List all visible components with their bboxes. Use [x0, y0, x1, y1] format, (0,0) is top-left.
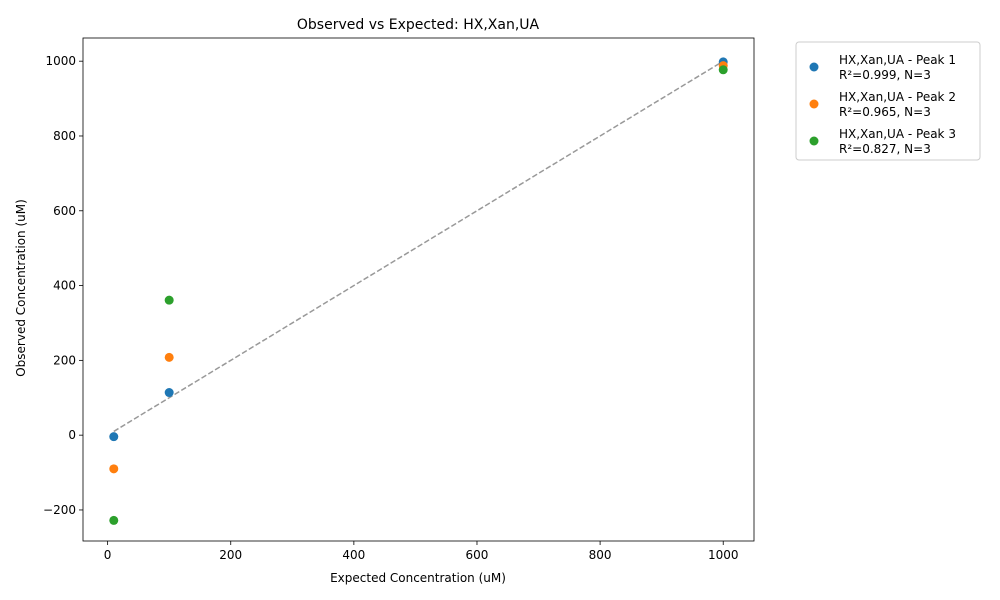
legend-box	[795, 41, 981, 161]
legend-label-peak-2: HX,Xan,UA - Peak 2	[839, 90, 956, 104]
x-tick-label: 1000	[708, 548, 739, 562]
legend-label-peak-1: HX,Xan,UA - Peak 1	[839, 53, 956, 67]
y-tick-label: −200	[43, 503, 76, 517]
plot-area: 0 200 400 600 800 1000 −200 0 200 400 600 800 1000	[43, 37, 755, 562]
y-tick-label: 200	[53, 353, 76, 367]
x-tick-label: 400	[342, 548, 365, 562]
legend-stat-peak-1: R²=0.999, N=3	[839, 68, 931, 82]
legend-marker-peak-3	[809, 136, 819, 146]
data-point-peak-2	[164, 352, 174, 362]
y-tick-label: 600	[53, 204, 76, 218]
legend-marker-peak-1	[809, 62, 819, 72]
legend-stat-peak-2: R²=0.965, N=3	[839, 105, 931, 119]
y-tick-label: 400	[53, 279, 76, 293]
axes-frame	[82, 37, 755, 542]
x-tick-label: 200	[219, 548, 242, 562]
y-axis-label: Observed Concentration (uM)	[14, 199, 28, 377]
data-point-peak-1	[164, 388, 174, 398]
data-point-peak-1	[109, 432, 119, 442]
x-tick-label: 600	[466, 548, 489, 562]
x-tick-label: 0	[104, 548, 112, 562]
y-tick-label: 800	[53, 129, 76, 143]
x-tick-label: 800	[589, 548, 612, 562]
legend-label-peak-3: HX,Xan,UA - Peak 3	[839, 127, 956, 141]
legend: HX,Xan,UA - Peak 1R²=0.999, N=3 HX,Xan,UA…	[795, 41, 981, 161]
chart-title: Observed vs Expected: HX,Xan,UA	[297, 17, 540, 33]
data-point-peak-3	[718, 65, 728, 75]
data-point-peak-2	[109, 464, 119, 474]
x-axis-label: Expected Concentration (uM)	[330, 571, 506, 585]
data-point-peak-3	[109, 515, 119, 525]
data-point-peak-3	[164, 295, 174, 305]
y-tick-label: 1000	[45, 54, 76, 68]
legend-marker-peak-2	[809, 99, 819, 109]
y-tick-label: 0	[68, 428, 76, 442]
reference-line	[113, 60, 724, 433]
legend-stat-peak-3: R²=0.827, N=3	[839, 142, 931, 156]
